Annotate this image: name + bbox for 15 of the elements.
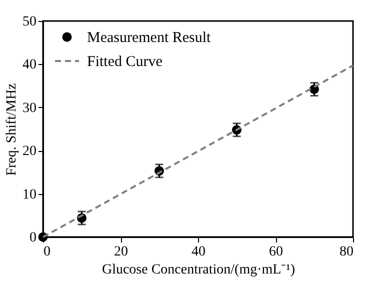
x-tick-label: 80	[340, 244, 354, 260]
y-tick-label: 20	[22, 144, 36, 160]
x-tick-label: 20	[114, 244, 128, 260]
legend-label: Measurement Result	[87, 30, 212, 46]
y-tick-label: 0	[30, 230, 36, 246]
y-tick-label: 50	[22, 14, 36, 30]
y-axis-title: Freq. Shift/MHz	[4, 83, 20, 176]
y-tick-label: 10	[22, 187, 36, 202]
x-tick-label: 0	[44, 244, 50, 260]
y-tick-label: 40	[22, 58, 36, 73]
y-tick-label: 30	[22, 100, 36, 116]
legend-label: Fitted Curve	[87, 54, 163, 70]
x-axis-title: Glucose Concentration/(mg·mL⁻¹)	[102, 262, 296, 278]
x-tick-label: 60	[269, 244, 283, 260]
x-tick-label: 40	[192, 244, 206, 260]
